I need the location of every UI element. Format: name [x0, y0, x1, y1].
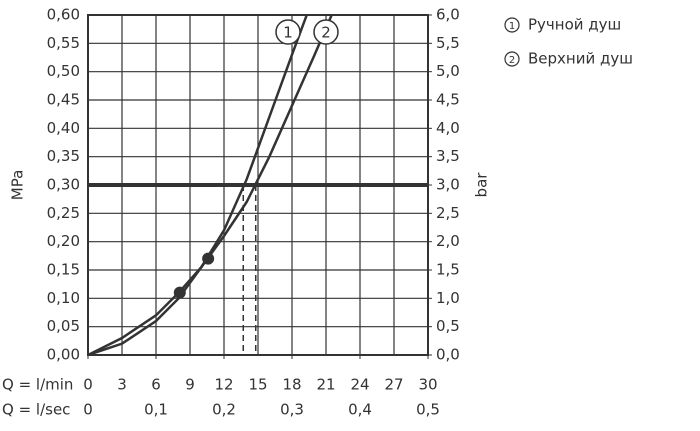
x2-tick-label: 0,3: [280, 401, 304, 419]
y2-tick-label: 0,5: [436, 317, 460, 335]
x2-tick-label: 0,4: [348, 401, 372, 419]
y2-tick-label: 5,5: [436, 34, 460, 52]
y2-tick-label: 6,0: [436, 6, 460, 24]
y-tick-label: 0,50: [47, 62, 80, 80]
y2-tick-label: 2,5: [436, 204, 460, 222]
y-tick-label: 0,10: [47, 289, 80, 307]
x-tick-label: 27: [384, 376, 403, 394]
curve: [88, 14, 333, 355]
x-tick-label: 30: [418, 376, 437, 394]
x-tick-label: 18: [282, 376, 301, 394]
x2-axis-label: Q = l/sec: [2, 401, 70, 419]
x-tick-label: 6: [151, 376, 161, 394]
legend-label: Ручной душ: [528, 16, 621, 34]
y-tick-label: 0,30: [47, 176, 80, 194]
legend-label: Верхний душ: [528, 50, 633, 68]
y-tick-label: 0,35: [47, 147, 80, 165]
curve-tag-circle: [275, 19, 301, 45]
marker: [202, 252, 215, 265]
y-tick-label: 0,55: [47, 34, 80, 52]
y-axis-label: MPa: [9, 170, 27, 201]
x2-tick-label: 0: [83, 401, 93, 419]
y-tick-label: 0,25: [47, 204, 80, 222]
legend-symbol-text: 1: [509, 21, 515, 32]
x2-tick-label: 0,2: [212, 401, 236, 419]
x2-tick-label: 0,1: [144, 401, 168, 419]
y2-tick-label: 2,0: [436, 232, 460, 250]
x-tick-label: 21: [316, 376, 335, 394]
y2-tick-label: 3,0: [436, 176, 460, 194]
x-tick-label: 12: [214, 376, 233, 394]
y-tick-label: 0,00: [47, 346, 80, 364]
curve-tag: 2: [321, 24, 331, 42]
x-tick-label: 0: [83, 376, 93, 394]
legend-symbol-text: 2: [509, 55, 515, 66]
curve: [88, 14, 308, 355]
x-tick-label: 15: [248, 376, 267, 394]
y-tick-label: 0,40: [47, 119, 80, 137]
y-tick-label: 0,20: [47, 232, 80, 250]
x-axis-label: Q = l/min: [2, 376, 73, 394]
y-tick-label: 0,45: [47, 91, 80, 109]
y2-tick-label: 1,5: [436, 261, 460, 279]
y2-tick-label: 1,0: [436, 289, 460, 307]
y-tick-label: 0,60: [47, 6, 80, 24]
x2-tick-label: 0,5: [416, 401, 440, 419]
legend-symbol: [504, 51, 520, 67]
curve-tag-circle: [313, 19, 339, 45]
y2-tick-label: 3,5: [436, 147, 460, 165]
y2-tick-label: 4,0: [436, 119, 460, 137]
x-tick-label: 3: [117, 376, 127, 394]
y-tick-label: 0,15: [47, 261, 80, 279]
y2-tick-label: 4,5: [436, 91, 460, 109]
y2-tick-label: 5,0: [436, 62, 460, 80]
curve-tag: 1: [283, 24, 293, 42]
marker: [173, 286, 186, 299]
y-tick-label: 0,05: [47, 317, 80, 335]
x-tick-label: 24: [350, 376, 369, 394]
legend-symbol: [504, 17, 520, 33]
y2-axis-label: bar: [473, 172, 491, 198]
y2-tick-label: 0,0: [436, 346, 460, 364]
x-tick-label: 9: [185, 376, 195, 394]
